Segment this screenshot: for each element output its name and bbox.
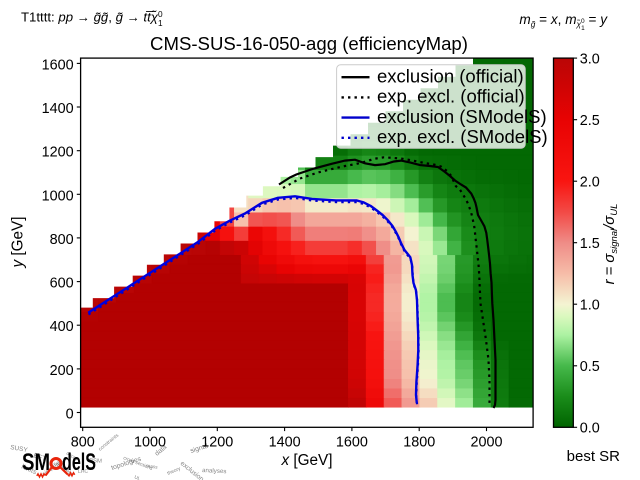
svg-text:0.5: 0.5 xyxy=(580,359,600,375)
svg-text:CMS-SUS-16-050-agg (efficiency: CMS-SUS-16-050-agg (efficiencyMap) xyxy=(150,33,468,54)
svg-text:mg̃ = x, mχ̃01 = y: mg̃ = x, mχ̃0 1 = y xyxy=(519,12,608,32)
svg-text:3.0: 3.0 xyxy=(580,51,600,67)
svg-text:best SR: best SR xyxy=(567,448,621,465)
svg-text:BSM: BSM xyxy=(89,458,102,465)
svg-text:LHC: LHC xyxy=(78,469,89,475)
svg-text:exp. excl. (SModelS): exp. excl. (SModelS) xyxy=(377,126,548,147)
svg-text:0.0: 0.0 xyxy=(580,421,600,437)
svg-text:UL: UL xyxy=(133,474,141,480)
svg-text:2000: 2000 xyxy=(470,435,502,451)
svg-text:r = σsignal/σUL: r = σsignal/σUL xyxy=(602,204,620,285)
svg-text:800: 800 xyxy=(50,232,74,248)
svg-text:1200: 1200 xyxy=(42,145,74,161)
svg-text:SM: SM xyxy=(22,449,50,476)
svg-text:theory: theory xyxy=(166,466,182,477)
svg-text:1400: 1400 xyxy=(269,435,301,451)
svg-text:800: 800 xyxy=(71,435,95,451)
svg-text:1.5: 1.5 xyxy=(580,236,600,252)
svg-text:2.5: 2.5 xyxy=(580,113,600,129)
svg-text:x [GeV]: x [GeV] xyxy=(280,452,332,469)
svg-text:200: 200 xyxy=(50,363,74,379)
svg-text:1000: 1000 xyxy=(134,435,166,451)
svg-text:0: 0 xyxy=(66,407,74,423)
svg-text:exclusion (SModelS): exclusion (SModelS) xyxy=(377,106,547,127)
svg-text:y [GeV]: y [GeV] xyxy=(10,216,27,268)
svg-text:600: 600 xyxy=(50,276,74,292)
svg-text:exp. excl. (official): exp. excl. (official) xyxy=(377,86,525,107)
svg-text:1200: 1200 xyxy=(201,435,233,451)
svg-text:1800: 1800 xyxy=(403,435,435,451)
svg-text:analyses: analyses xyxy=(202,467,227,475)
svg-text:1400: 1400 xyxy=(42,101,74,117)
svg-text:1600: 1600 xyxy=(42,57,74,73)
svg-text:1.0: 1.0 xyxy=(580,298,600,314)
svg-text:mass: mass xyxy=(146,464,159,471)
svg-text:2.0: 2.0 xyxy=(580,175,600,191)
svg-text:1000: 1000 xyxy=(42,188,74,204)
svg-text:exclusion (official): exclusion (official) xyxy=(377,65,524,86)
svg-text:1600: 1600 xyxy=(336,435,368,451)
svg-text:SUSY: SUSY xyxy=(10,444,29,454)
svg-text:delS: delS xyxy=(62,449,96,476)
svg-text:T1tttt: pp → g̃g̃, g̃ → tt̅χ̃0: T1tttt: pp → g̃g̃, g̃ → tt̅χ̃0 1 xyxy=(21,9,163,28)
svg-text:EFT: EFT xyxy=(32,452,46,463)
svg-text:400: 400 xyxy=(50,319,74,335)
